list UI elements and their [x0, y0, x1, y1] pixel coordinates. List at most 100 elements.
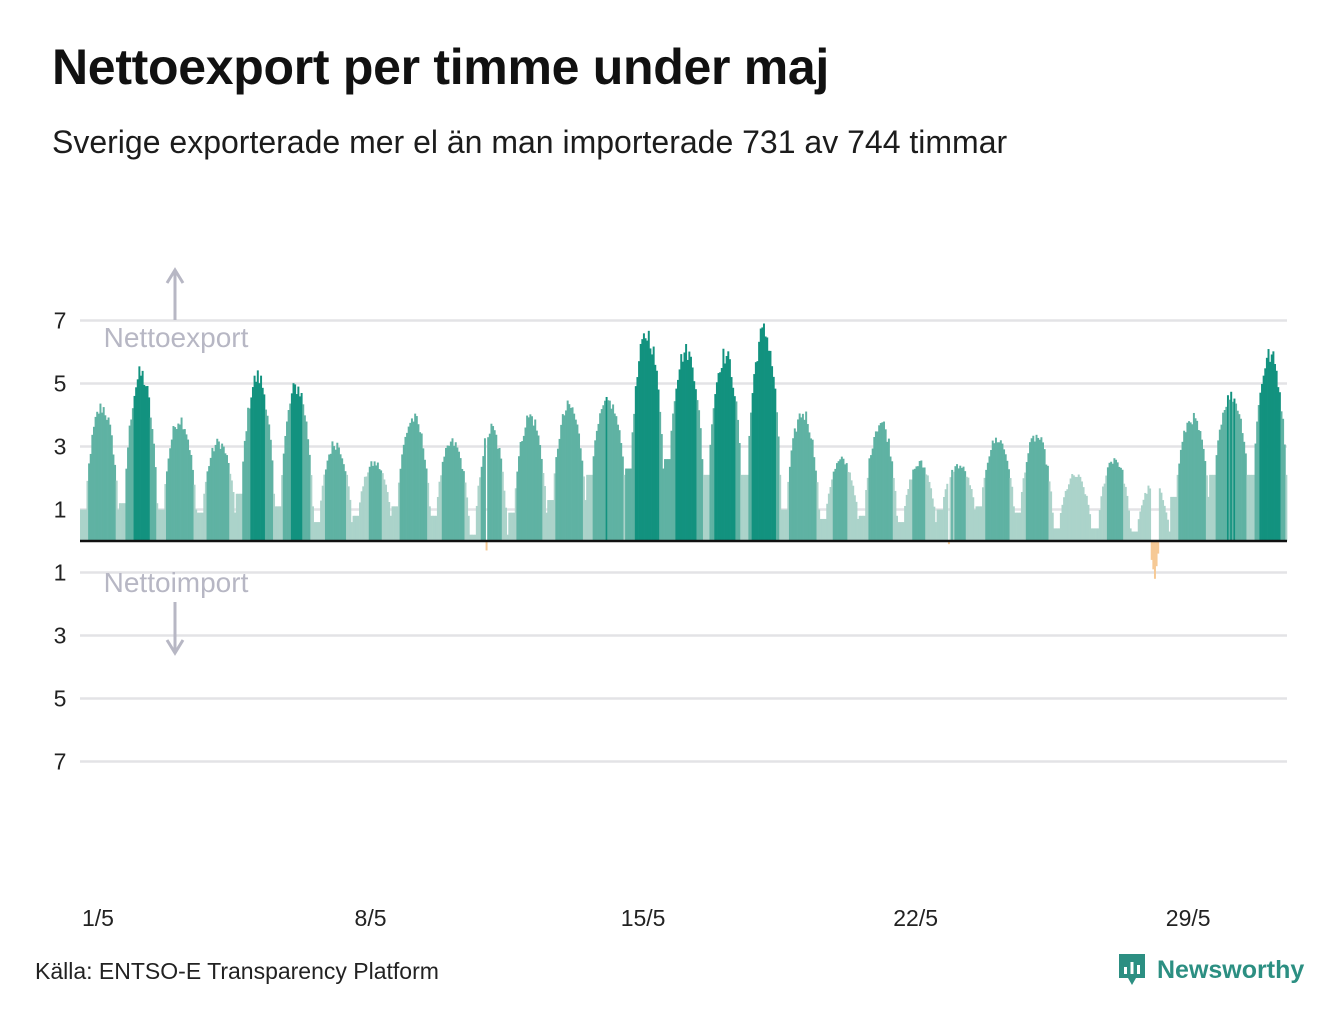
hour-bar — [461, 468, 464, 541]
hour-bar — [693, 381, 696, 541]
hour-bar — [362, 486, 365, 541]
hour-bar — [175, 429, 178, 541]
hour-bar — [793, 428, 796, 541]
hour-bar — [109, 424, 112, 541]
up-arrowhead-icon — [165, 267, 185, 284]
hour-bar — [745, 474, 748, 541]
hour-bar — [845, 463, 848, 541]
hour-bar — [359, 502, 362, 541]
hour-bar — [1067, 484, 1070, 541]
hour-bar — [127, 447, 130, 541]
hour-bar — [960, 467, 963, 541]
hour-bar — [354, 515, 357, 541]
hour-bar — [662, 468, 665, 541]
hour-bar — [900, 522, 903, 541]
hour-bar — [305, 421, 308, 541]
hour-bar — [299, 396, 301, 541]
hour-bar — [1197, 430, 1200, 541]
hour-bar — [383, 479, 386, 541]
hour-bar — [164, 484, 167, 541]
hour-bar — [840, 456, 843, 541]
hour-bar — [829, 487, 832, 541]
hour-bar — [94, 416, 97, 541]
hour-bar — [1239, 418, 1242, 541]
hour-bar — [292, 383, 295, 541]
hour-bar — [469, 534, 472, 541]
hour-bar — [120, 503, 123, 541]
hour-bar — [831, 479, 834, 541]
hour-bar — [415, 416, 418, 541]
hour-bar — [844, 464, 847, 541]
hour-bar — [251, 387, 254, 541]
hour-bar — [1134, 531, 1137, 541]
hour-bar — [811, 439, 814, 541]
hour-bar — [1124, 486, 1127, 541]
hour-bar — [996, 442, 999, 541]
hour-bar — [518, 456, 520, 541]
hour-bar — [758, 341, 761, 541]
hour-bar — [208, 466, 211, 541]
hour-bar — [1055, 528, 1057, 541]
hour-bar — [1149, 488, 1152, 541]
hour-bar — [850, 480, 853, 541]
hour-bar — [642, 333, 645, 541]
hour-bar — [1217, 440, 1220, 541]
hour-bar — [235, 493, 238, 541]
hour-bar — [1129, 528, 1132, 541]
hour-bar — [321, 485, 324, 541]
hour-bar — [482, 456, 485, 541]
hour-bar — [917, 466, 920, 541]
hour-bar — [1103, 483, 1106, 541]
hour-bar — [300, 393, 303, 541]
hour-bar — [852, 485, 855, 541]
hour-bar — [1100, 496, 1103, 541]
hour-bar — [1241, 433, 1244, 541]
hour-bar — [1079, 476, 1082, 541]
y-axis-ticks: 7 5 3 1 1 3 5 7 — [54, 308, 67, 775]
hour-bar — [1113, 458, 1116, 541]
hour-bar — [1244, 453, 1247, 541]
hour-bar — [785, 509, 788, 541]
hour-bar — [986, 462, 989, 541]
hour-bar — [1082, 487, 1085, 541]
hour-bar — [1278, 392, 1281, 541]
hour-bar — [547, 500, 550, 541]
hour-bar — [470, 534, 473, 541]
hour-bar — [1228, 399, 1231, 541]
hour-bar — [899, 522, 902, 541]
hour-bar — [886, 441, 889, 541]
hour-bar — [836, 463, 838, 541]
hour-bar — [1011, 486, 1014, 541]
hour-bar — [302, 404, 305, 541]
hour-bar — [492, 426, 495, 541]
hour-bar — [503, 490, 506, 541]
hour-bar — [1128, 510, 1130, 541]
hour-bar — [879, 423, 882, 541]
hour-bar — [540, 458, 543, 541]
hour-bar — [1226, 395, 1229, 541]
hour-bar — [887, 438, 890, 541]
hour-bar — [962, 466, 965, 541]
hour-bar — [990, 449, 993, 541]
hour-bar — [741, 474, 744, 541]
hour-bar — [198, 512, 201, 541]
hour-bar — [488, 433, 491, 541]
hour-bar — [514, 488, 517, 541]
hour-bar — [973, 509, 976, 541]
hour-bar — [401, 454, 404, 541]
hour-bar — [857, 518, 860, 541]
hour-bar — [334, 449, 337, 541]
hour-bar — [1056, 528, 1059, 541]
hour-bar — [1027, 453, 1030, 541]
hour-bar — [513, 512, 516, 541]
hour-bar — [1029, 442, 1032, 541]
brand-logo[interactable]: Newsworthy — [1117, 952, 1304, 988]
hour-bar — [891, 461, 894, 541]
hour-bar — [1123, 483, 1126, 541]
hour-bar — [667, 459, 670, 541]
hour-bar — [393, 506, 396, 541]
hour-bar — [516, 471, 519, 541]
hour-bar — [117, 509, 120, 541]
hour-bar — [88, 463, 91, 541]
hour-bar — [266, 415, 269, 541]
